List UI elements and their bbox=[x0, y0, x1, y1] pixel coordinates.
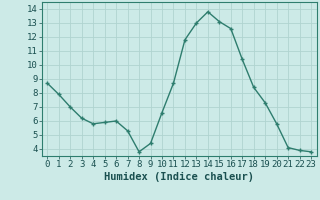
X-axis label: Humidex (Indice chaleur): Humidex (Indice chaleur) bbox=[104, 172, 254, 182]
